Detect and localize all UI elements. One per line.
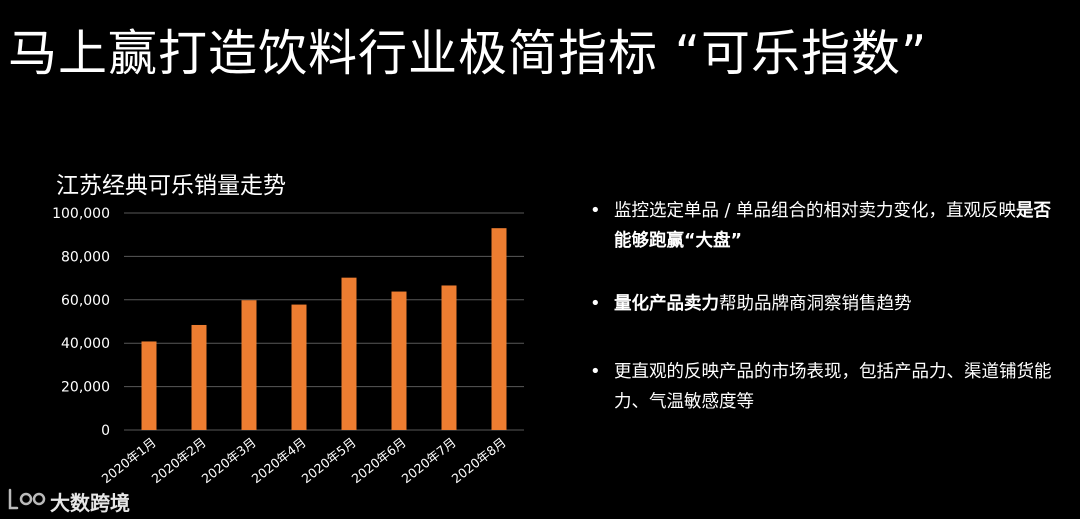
chart-title: 江苏经典可乐销量走势: [56, 173, 286, 199]
bullet-text-tail: 帮助品牌商洞察销售趋势: [719, 294, 912, 314]
bullet-emphasis: 量化产品卖力: [614, 294, 719, 314]
slide-title: 马上赢打造饮料行业极简指标 “可乐指数”: [8, 25, 928, 82]
bullet-item: 监控选定单品 / 单品组合的相对卖力变化，直观反映是否能够跑赢“大盘”: [590, 196, 1060, 256]
bar: [341, 277, 357, 430]
x-tick-label: 2020年2月: [149, 435, 209, 487]
bar: [441, 285, 457, 430]
bullet-emphasis: 是否能够跑赢“大盘”: [614, 201, 1052, 251]
bar: [291, 304, 307, 430]
x-tick-label: 2020年7月: [399, 435, 459, 487]
y-tick-label: 80,000: [61, 249, 110, 265]
bar: [191, 324, 207, 430]
y-tick-label: 20,000: [61, 380, 110, 396]
bullet-item: 更直观的反映产品的市场表现，包括产品力、渠道铺货能力、气温敏感度等: [590, 357, 1060, 417]
y-tick-label: 40,000: [61, 336, 110, 352]
bar: [491, 228, 507, 430]
bullet-text: 更直观的反映产品的市场表现，包括产品力、渠道铺货能力、气温敏感度等: [614, 362, 1052, 412]
bullet-list: 监控选定单品 / 单品组合的相对卖力变化，直观反映是否能够跑赢“大盘” 量化产品…: [590, 196, 1060, 417]
x-tick-label: 2020年4月: [249, 435, 309, 487]
bar: [241, 300, 257, 430]
y-tick-label: 60,000: [61, 293, 110, 309]
y-tick-label: 100,000: [52, 206, 110, 222]
x-tick-label: 2020年8月: [449, 435, 509, 487]
logo-icon: [8, 488, 46, 510]
bar: [391, 291, 407, 430]
x-tick-label: 2020年5月: [299, 435, 359, 487]
logo-text: 大数跨境: [50, 491, 130, 515]
bullet-item: 量化产品卖力帮助品牌商洞察销售趋势: [590, 289, 1060, 319]
x-tick-label: 2020年6月: [349, 435, 409, 487]
y-tick-label: 0: [101, 423, 110, 439]
x-tick-label: 2020年3月: [199, 435, 259, 487]
bar: [141, 341, 157, 430]
x-tick-label: 2020年1月: [99, 435, 159, 487]
bullet-text: 监控选定单品 / 单品组合的相对卖力变化，直观反映: [614, 201, 1017, 221]
